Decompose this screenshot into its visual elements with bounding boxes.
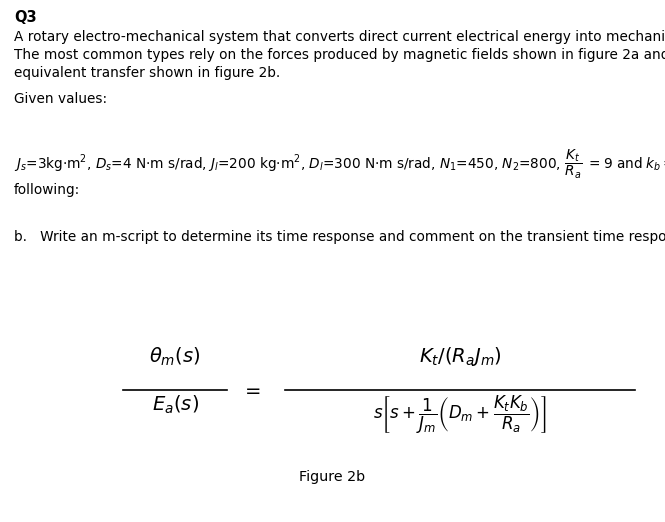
Text: $K_t/(R_aJ_m)$: $K_t/(R_aJ_m)$: [418, 345, 501, 368]
Text: following:: following:: [14, 183, 80, 197]
Text: $\theta_m(s)$: $\theta_m(s)$: [149, 346, 201, 368]
Text: A rotary electro-mechanical system that converts direct current electrical energ: A rotary electro-mechanical system that …: [14, 30, 665, 44]
Text: Q3: Q3: [14, 10, 37, 25]
Text: $s\left[s+\dfrac{1}{J_m}\left(D_m+\dfrac{K_tK_b}{R_a}\right)\right]$: $s\left[s+\dfrac{1}{J_m}\left(D_m+\dfrac…: [373, 394, 547, 436]
Text: $=$: $=$: [241, 381, 261, 399]
Text: The most common types rely on the forces produced by magnetic fields shown in fi: The most common types rely on the forces…: [14, 48, 665, 62]
Text: $J_s$=3kg$\cdot$m$^2$, $D_s$=4 N$\cdot$m s/rad, $J_l$=200 kg$\cdot$m$^2$, $D_l$=: $J_s$=3kg$\cdot$m$^2$, $D_s$=4 N$\cdot$m…: [14, 148, 665, 181]
Text: $E_a(s)$: $E_a(s)$: [152, 394, 198, 417]
Text: equivalent transfer shown in figure 2b.: equivalent transfer shown in figure 2b.: [14, 66, 280, 80]
Text: Given values:: Given values:: [14, 92, 107, 106]
Text: b.   Write an m-script to determine its time response and comment on the transie: b. Write an m-script to determine its ti…: [14, 230, 665, 244]
Text: Figure 2b: Figure 2b: [299, 470, 365, 484]
